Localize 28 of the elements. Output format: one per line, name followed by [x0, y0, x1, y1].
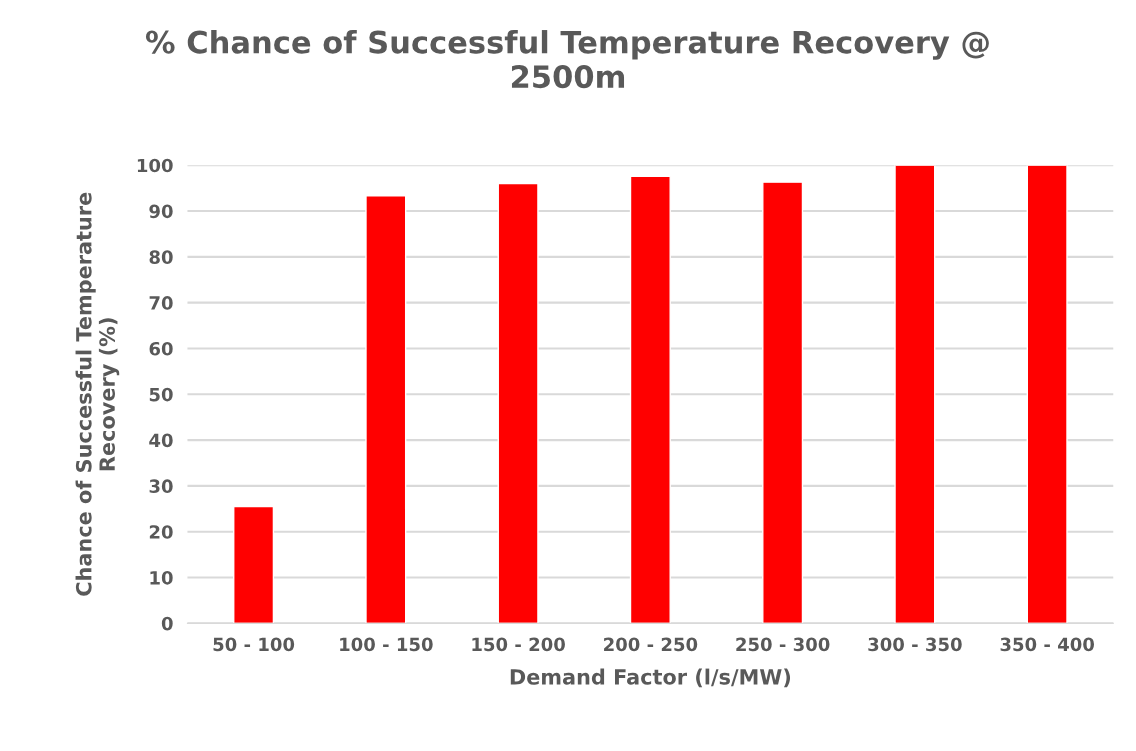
y-tick-label: 80 [149, 250, 173, 264]
y-tick-label: 10 [150, 570, 173, 585]
x-tick-label: 300 - 350 [868, 637, 962, 652]
y-tick-label: 50 [149, 387, 173, 402]
y-tick-label: 40 [149, 433, 173, 448]
bar [365, 195, 407, 624]
y-tick-label: 0 [161, 616, 173, 631]
x-tick-label: 350 - 400 [1000, 637, 1095, 652]
x-tick-label: 250 - 300 [736, 637, 830, 652]
bar [894, 165, 936, 624]
bar [1026, 165, 1068, 624]
y-tick-label: 60 [149, 341, 173, 356]
bar [497, 182, 539, 624]
y-tick-label: 70 [149, 296, 173, 310]
x-tick-label: 50 - 100 [213, 637, 295, 652]
chart-title: % Chance of Successful Temperature Recovery @ 2500m [145, 30, 989, 89]
x-axis-title: Demand Factor (l/s/MW) [510, 668, 791, 688]
y-axis-title: Chance of Successful Temperature Recovery (%) [75, 192, 120, 596]
y-tick-label: 20 [149, 525, 173, 539]
bar [629, 175, 671, 624]
bar [762, 181, 804, 624]
bar [233, 505, 275, 624]
x-tick-label: 200 - 250 [604, 637, 698, 652]
x-tick-label: 150 - 200 [472, 637, 565, 652]
y-tick-label: 100 [137, 158, 173, 173]
x-tick-label: 100 - 150 [340, 637, 433, 652]
y-tick-label: 30 [149, 479, 173, 494]
y-tick-label: 90 [149, 204, 173, 219]
